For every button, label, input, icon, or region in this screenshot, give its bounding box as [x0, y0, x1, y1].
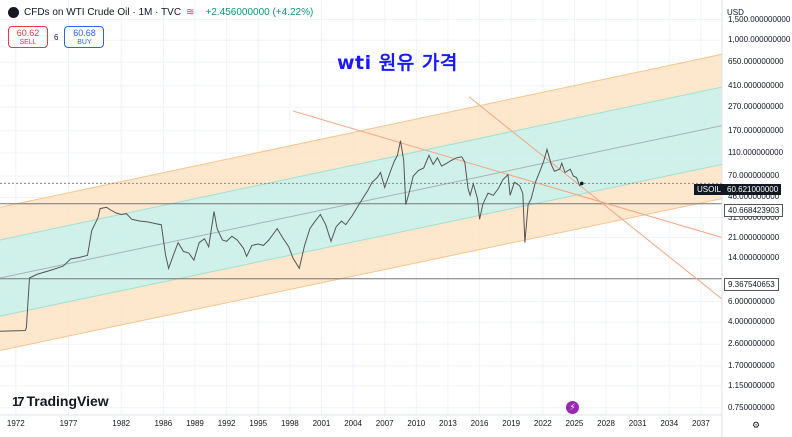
sell-price: 60.62	[16, 28, 40, 38]
x-tick-label-11: 2010	[407, 419, 426, 428]
y-tick-label-17: 0.750000000	[728, 402, 775, 412]
spread-value: 6	[54, 32, 59, 42]
y-tick-label-11: 14.000000000	[728, 253, 780, 263]
bolt-icon[interactable]: ⚡	[566, 401, 579, 414]
x-tick-label-17: 2028	[597, 419, 615, 428]
x-tick-label-10: 2007	[375, 419, 394, 428]
x-tick-label-2: 1982	[112, 419, 131, 428]
price-change: +2.456000000 (+4.22%)	[205, 7, 314, 18]
buy-price: 60.68	[73, 28, 96, 38]
x-tick-label-13: 2016	[470, 419, 489, 428]
x-tick-label-18: 2031	[628, 419, 647, 428]
x-tick-label-1: 1977	[59, 419, 78, 428]
y-tick-label-5: 170.000000000	[728, 125, 784, 135]
x-tick-label-16: 2025	[565, 419, 584, 428]
channel-outer-bottom-line	[0, 198, 723, 351]
y-tick-label-12: 6.000000000	[728, 296, 775, 306]
x-tick-label-4: 1989	[186, 419, 204, 428]
y-tick-label-14: 2.600000000	[728, 339, 775, 349]
x-tick-label-7: 1998	[280, 419, 299, 428]
gear-icon[interactable]: ⚙	[752, 420, 761, 430]
currency-label[interactable]: USD	[727, 8, 744, 17]
tradingview-logo[interactable]: 17 TradingView	[12, 393, 109, 409]
current-price-label: 60.621000000	[724, 184, 782, 195]
buy-label: BUY	[77, 39, 92, 46]
symbol-price-tag: USOIL	[694, 184, 725, 195]
y-tick-label-2: 650.000000000	[728, 57, 784, 67]
y-tick-label-10: 21.000000000	[728, 232, 780, 242]
chart-header: CFDs on WTI Crude Oil · 1M · TVC ≋ +2.45…	[8, 7, 313, 18]
x-tick-label-8: 2001	[312, 419, 331, 428]
x-tick-label-20: 2037	[692, 419, 710, 428]
y-tick-label-6: 110.000000000	[728, 147, 784, 157]
x-tick-label-3: 1986	[154, 419, 173, 428]
tradingview-wordmark: TradingView	[26, 393, 109, 409]
x-tick-label-5: 1992	[217, 419, 236, 428]
y-tick-label-8: 46.000000000	[728, 192, 780, 202]
last-price-point	[580, 181, 584, 186]
y-tick-label-9: 31.000000000	[728, 212, 780, 222]
y-tick-label-4: 270.000000000	[728, 102, 784, 112]
y-tick-label-15: 1.700000000	[728, 360, 775, 370]
level-lower-label: 9.367540653	[724, 278, 779, 291]
y-tick-label-16: 1.150000000	[728, 380, 775, 390]
tradingview-logo-icon: 17	[12, 393, 25, 409]
x-tick-label-14: 2019	[502, 419, 521, 428]
x-tick-label-15: 2022	[533, 419, 552, 428]
x-tick-label-19: 2034	[660, 419, 679, 428]
x-tick-label-6: 1995	[249, 419, 268, 428]
sell-label: SELL	[19, 39, 37, 46]
wave-icon[interactable]: ≋	[186, 7, 195, 18]
trendline-1	[468, 96, 723, 300]
price-series-line	[0, 140, 583, 332]
trendline-0	[292, 110, 723, 239]
y-tick-label-1: 1,000.000000000	[728, 35, 791, 45]
y-tick-label-7: 70.000000000	[728, 171, 780, 181]
trade-panel: 60.62 SELL 6 60.68 BUY	[8, 26, 105, 48]
y-tick-label-3: 410.000000000	[728, 80, 784, 90]
x-tick-label-9: 2004	[344, 419, 362, 428]
channel-outer-upper-band	[0, 54, 722, 241]
y-tick-label-0: 1,500.000000000	[728, 14, 791, 24]
x-tick-label-0: 1972	[6, 419, 25, 428]
symbol-logo-icon	[8, 7, 19, 18]
channel-outer-lower-band	[0, 164, 722, 351]
symbol-title[interactable]: CFDs on WTI Crude Oil · 1M · TVC	[24, 7, 182, 18]
channel-inner-bottom-line	[0, 163, 723, 317]
sell-button[interactable]: 60.62 SELL	[8, 26, 48, 48]
x-tick-label-12: 2013	[439, 419, 457, 428]
level-upper-label: 40.668423903	[724, 204, 784, 217]
chart-annotation[interactable]: wti 원유 가격	[337, 52, 458, 74]
buy-button[interactable]: 60.68 BUY	[64, 26, 105, 48]
y-tick-label-13: 4.000000000	[728, 317, 775, 327]
